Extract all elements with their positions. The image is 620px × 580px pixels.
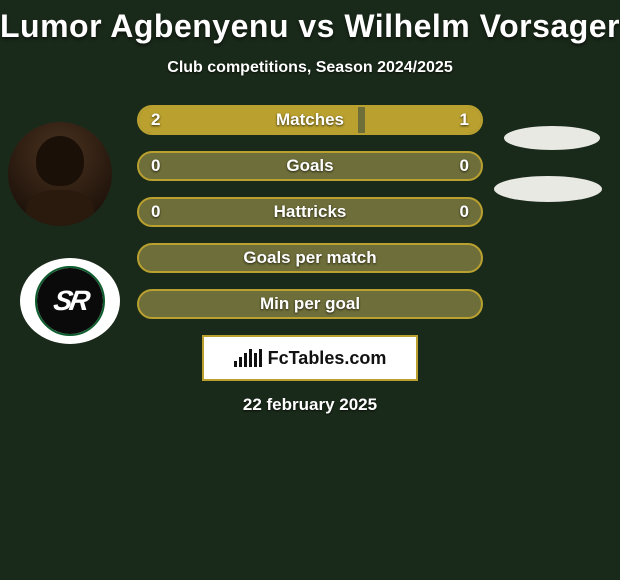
stat-value-right: 1	[460, 110, 469, 130]
stat-label: Goals per match	[243, 248, 376, 268]
stats-list: 2 Matches 1 0 Goals 0 0 Hattricks 0 Goals per mat…	[0, 105, 620, 319]
stat-value-left: 0	[151, 202, 160, 222]
date-text: 22 february 2025	[0, 395, 620, 415]
brand-text: FcTables.com	[268, 348, 387, 369]
bar-icon-segment	[234, 361, 237, 367]
stat-row: 0 Hattricks 0	[137, 197, 483, 227]
stat-row: Min per goal	[137, 289, 483, 319]
stat-row: 0 Goals 0	[137, 151, 483, 181]
stat-row: Goals per match	[137, 243, 483, 273]
stat-row: 2 Matches 1	[137, 105, 483, 135]
stat-value-right: 0	[460, 202, 469, 222]
stat-label: Min per goal	[260, 294, 360, 314]
stat-label: Hattricks	[274, 202, 347, 222]
chart-icon	[234, 349, 262, 367]
bar-icon-segment	[239, 357, 242, 367]
bar-icon-segment	[259, 349, 262, 367]
stat-value-right: 0	[460, 156, 469, 176]
bar-icon-segment	[244, 353, 247, 367]
bar-icon-segment	[254, 353, 257, 367]
subtitle: Club competitions, Season 2024/2025	[0, 59, 620, 77]
comparison-card: Lumor Agbenyenu vs Wilhelm Vorsager Club…	[0, 0, 620, 415]
page-title: Lumor Agbenyenu vs Wilhelm Vorsager	[0, 8, 620, 45]
bar-icon-segment	[249, 349, 252, 367]
stat-value-left: 0	[151, 156, 160, 176]
brand-box: FcTables.com	[202, 335, 418, 381]
stat-value-left: 2	[151, 110, 160, 130]
stat-label: Matches	[276, 110, 344, 130]
stat-label: Goals	[286, 156, 333, 176]
